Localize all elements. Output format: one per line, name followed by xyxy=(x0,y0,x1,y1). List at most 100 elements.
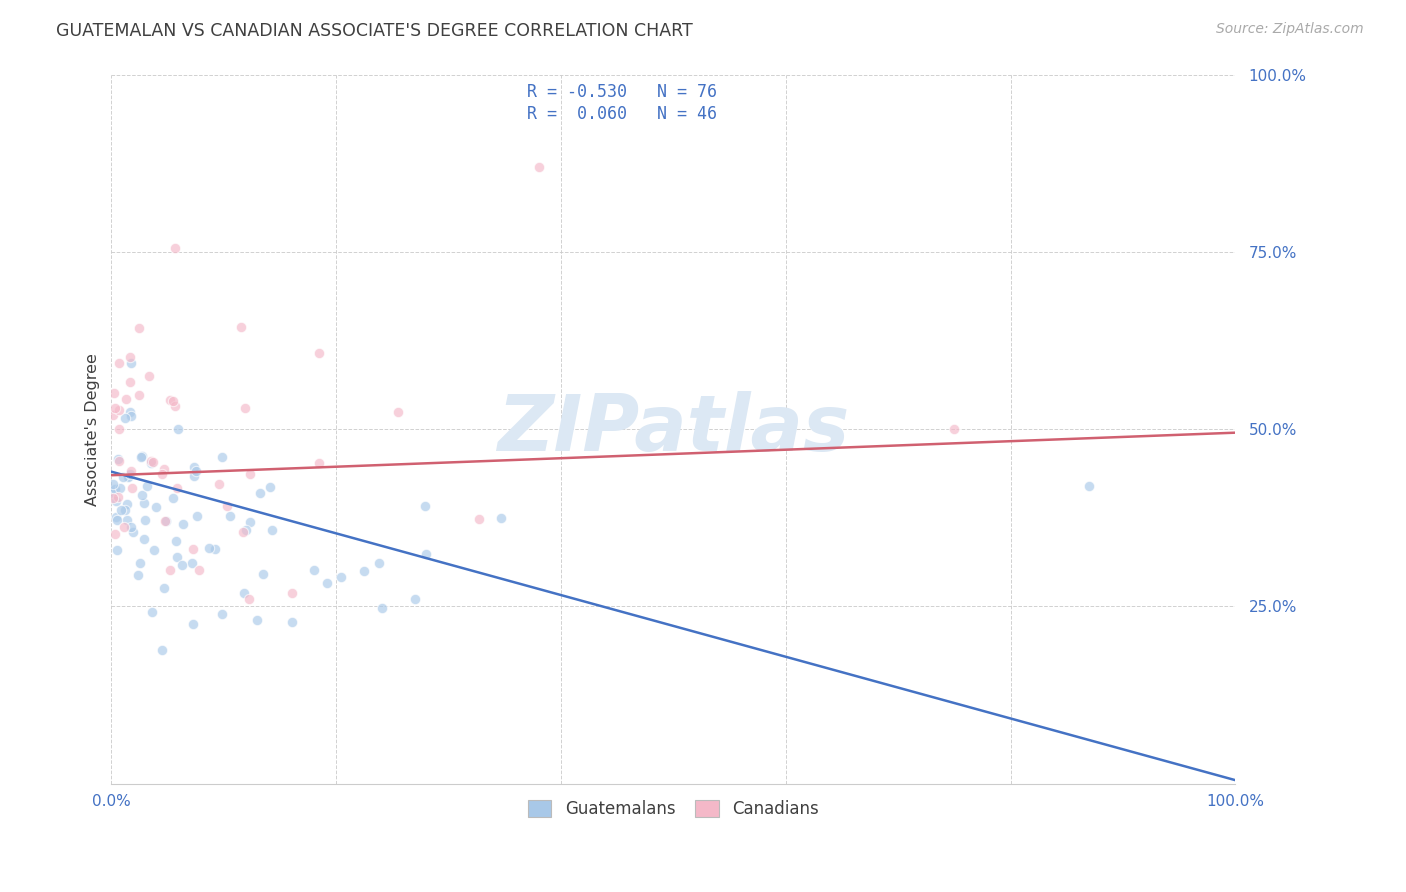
Point xyxy=(101,491,124,505)
Point xyxy=(121,481,143,495)
Point xyxy=(150,642,173,657)
Point xyxy=(231,320,253,334)
Point xyxy=(166,482,188,496)
Point xyxy=(281,615,304,629)
Text: ZIPatlas: ZIPatlas xyxy=(498,391,849,467)
Point xyxy=(233,401,256,415)
Point xyxy=(181,541,204,556)
Point xyxy=(162,491,184,505)
Point xyxy=(183,469,205,483)
Point xyxy=(181,556,204,570)
Point xyxy=(170,558,193,572)
Point xyxy=(172,517,194,532)
Point xyxy=(117,470,139,484)
Point xyxy=(128,556,150,570)
Point xyxy=(132,532,155,546)
Point xyxy=(120,409,142,424)
Point xyxy=(353,564,375,578)
Point xyxy=(235,523,257,537)
Point xyxy=(108,454,131,468)
Point xyxy=(252,566,274,581)
Point xyxy=(131,449,153,463)
Point xyxy=(238,591,260,606)
Point xyxy=(120,350,142,364)
Point xyxy=(183,616,205,631)
Point xyxy=(112,520,135,534)
Point xyxy=(101,476,124,491)
Point xyxy=(163,241,186,255)
Point xyxy=(163,399,186,413)
Point xyxy=(141,605,163,619)
Point xyxy=(167,422,190,436)
Point xyxy=(153,462,176,476)
Point xyxy=(159,563,181,577)
Point xyxy=(108,403,131,417)
Point xyxy=(103,483,125,497)
Point xyxy=(104,493,127,508)
Point xyxy=(150,467,173,481)
Point xyxy=(165,534,187,549)
Point xyxy=(1078,479,1101,493)
Point xyxy=(211,607,233,622)
Point xyxy=(115,497,138,511)
Point xyxy=(134,513,156,527)
Point xyxy=(101,409,124,423)
Point xyxy=(110,503,132,517)
Text: R =  0.060   N = 46: R = 0.060 N = 46 xyxy=(527,104,717,122)
Point xyxy=(115,392,138,406)
Point xyxy=(108,422,131,436)
Point xyxy=(159,392,181,407)
Point xyxy=(404,591,426,606)
Point xyxy=(468,512,491,526)
Point xyxy=(131,488,153,502)
Point xyxy=(308,345,330,359)
Point xyxy=(138,368,160,383)
Point xyxy=(166,550,188,565)
Point xyxy=(152,581,174,595)
Point xyxy=(145,500,167,515)
Point xyxy=(260,523,283,537)
Point xyxy=(527,160,550,174)
Point xyxy=(239,515,262,529)
Point xyxy=(415,499,437,513)
Point xyxy=(104,526,127,541)
Point xyxy=(114,503,136,517)
Point xyxy=(211,450,233,465)
Legend: Guatemalans, Canadians: Guatemalans, Canadians xyxy=(522,794,825,825)
Point xyxy=(107,491,129,505)
Point xyxy=(215,499,238,513)
Point xyxy=(415,547,437,561)
Point xyxy=(118,467,141,481)
Point xyxy=(308,456,330,470)
Point xyxy=(120,375,142,389)
Point xyxy=(232,525,254,540)
Point xyxy=(129,450,152,464)
Point xyxy=(122,524,145,539)
Point xyxy=(142,455,165,469)
Point xyxy=(118,405,141,419)
Point xyxy=(104,401,127,415)
Point xyxy=(329,570,352,584)
Point xyxy=(198,541,221,556)
Point xyxy=(139,456,162,470)
Point xyxy=(114,410,136,425)
Point xyxy=(233,586,256,600)
Point xyxy=(112,470,135,484)
Point xyxy=(239,467,262,481)
Point xyxy=(153,514,176,528)
Point xyxy=(103,486,125,500)
Point xyxy=(155,514,177,528)
Point xyxy=(127,568,149,582)
Point xyxy=(104,510,127,524)
Point xyxy=(108,482,131,496)
Point xyxy=(139,453,162,467)
Point xyxy=(367,556,389,570)
Point xyxy=(371,601,394,615)
Point xyxy=(120,520,142,534)
Point xyxy=(162,394,184,409)
Point xyxy=(208,476,231,491)
Point xyxy=(128,388,150,402)
Point xyxy=(132,496,155,510)
Point xyxy=(246,613,269,627)
Point xyxy=(302,563,325,577)
